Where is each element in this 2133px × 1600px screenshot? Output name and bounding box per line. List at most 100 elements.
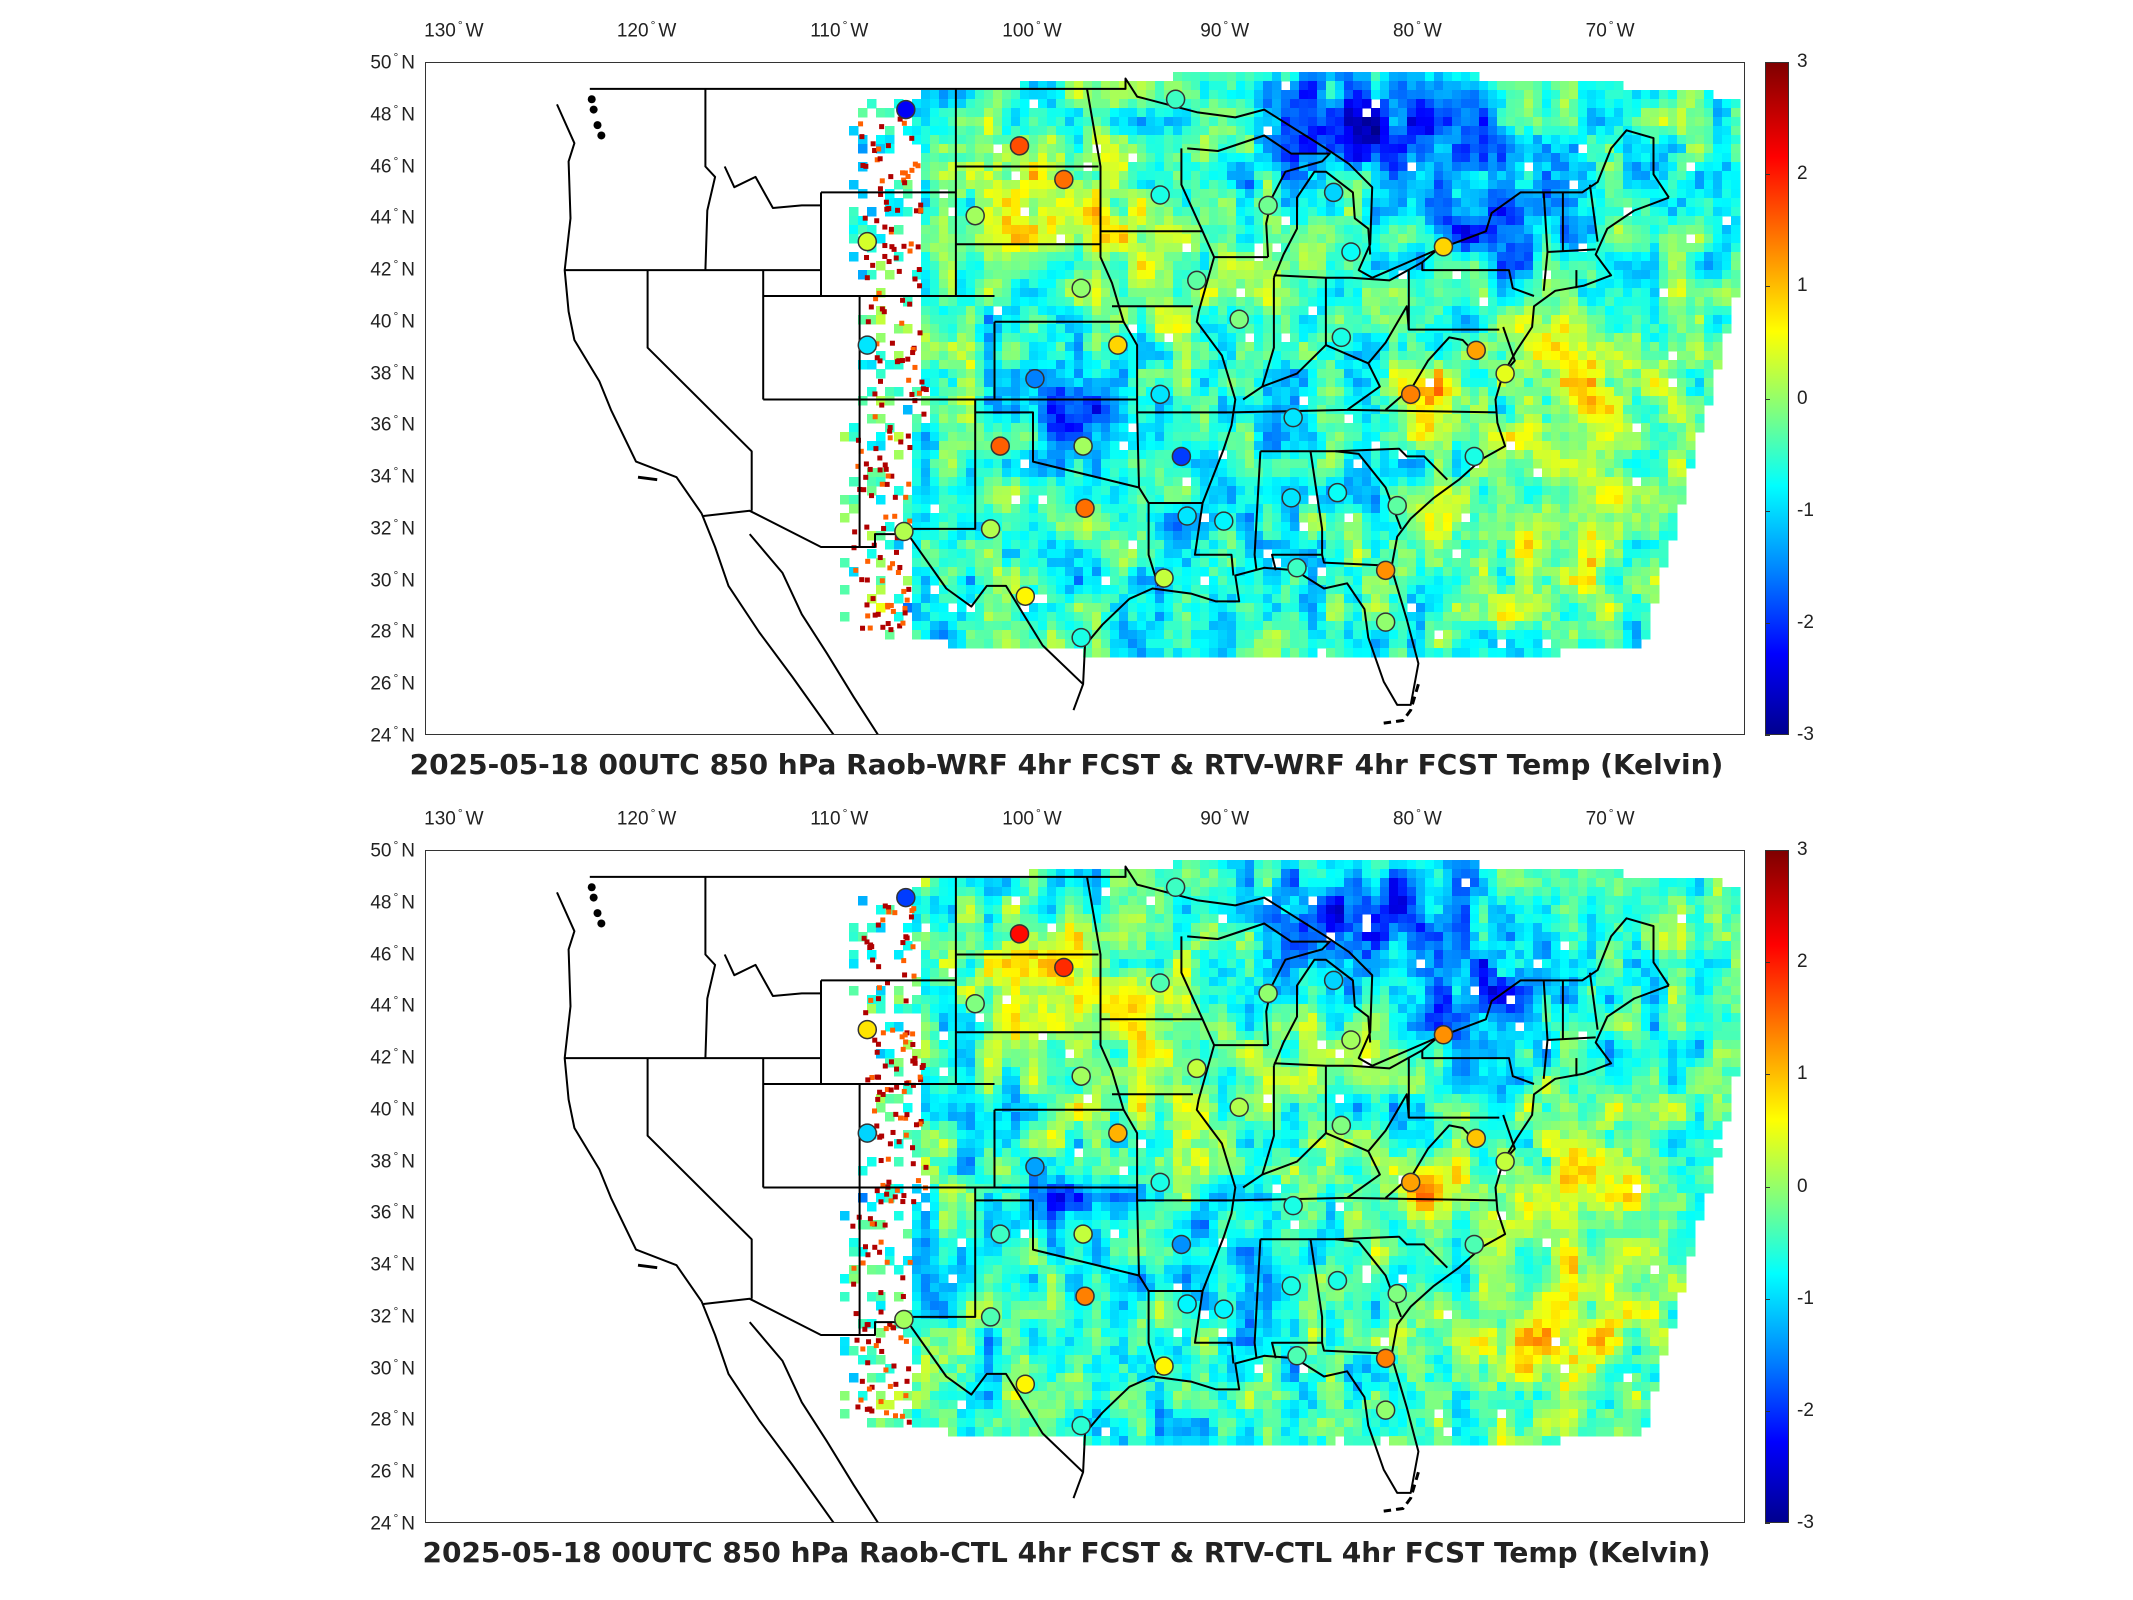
raob-station-marker	[1009, 136, 1030, 156]
raob-station-marker	[1025, 369, 1045, 389]
longitude-tick-label: 80 ° W	[1392, 18, 1442, 42]
raob-station-marker	[1433, 237, 1454, 257]
latitude-tick-label: 50 ° N	[370, 838, 415, 862]
latitude-tick-label: 44 ° N	[370, 993, 415, 1017]
latitude-tick-label: 26 ° N	[370, 671, 415, 695]
longitude-tick-label: 90 ° W	[1200, 18, 1250, 42]
latitude-tick-label: 40 ° N	[370, 308, 415, 333]
raob-station-marker	[980, 1307, 1001, 1327]
colorbar-tick-mark	[1765, 850, 1770, 851]
latitude-tick-label: 32 ° N	[370, 515, 415, 540]
colorbar-tick-label: 3	[1797, 51, 1808, 72]
raob-station-marker	[1108, 1123, 1128, 1143]
state-borders	[556, 865, 1670, 1522]
raob-station-marker	[1327, 482, 1348, 503]
coast-details	[587, 95, 1420, 725]
raob-station-marker	[1150, 973, 1170, 993]
latitude-tick-label: 48 ° N	[370, 101, 415, 126]
raob-station-marker	[1341, 242, 1361, 262]
map-area	[425, 850, 1745, 1523]
colorbar-tick-label: -1	[1797, 499, 1814, 521]
map-svg	[556, 72, 1741, 734]
raob-station-marker	[1108, 335, 1128, 355]
latitude-tick-label: 24 ° N	[370, 723, 415, 747]
latitude-tick-label: 26 ° N	[370, 1459, 415, 1483]
station-markers	[857, 89, 1515, 648]
latitude-tick-label: 28 ° N	[370, 619, 415, 643]
colorbar-tick-mark	[1765, 398, 1770, 400]
colorbar-tick-mark	[1765, 622, 1770, 624]
panel-title: 2025-05-18 00UTC 850 hPa Raob-WRF 4hr FC…	[409, 748, 1724, 781]
longitude-tick-label: 110 ° W	[810, 18, 869, 42]
colorbar-tick-label: -2	[1797, 611, 1814, 633]
raob-station-marker	[1177, 1294, 1197, 1314]
raob-station-marker	[1054, 169, 1074, 190]
raob-station-marker	[1466, 340, 1486, 361]
colorbar-tick-mark	[1765, 1186, 1770, 1188]
raob-station-marker	[1150, 185, 1170, 205]
raob-station-marker	[1283, 1195, 1303, 1216]
raob-station-marker	[1464, 1234, 1485, 1255]
raob-station-marker	[1054, 957, 1074, 978]
longitude-tick-label: 100 ° W	[1002, 18, 1062, 42]
longitude-tick-label: 70 ° W	[1585, 806, 1635, 830]
latitude-tick-label: 32 ° N	[370, 1303, 415, 1328]
raob-station-marker	[1323, 182, 1344, 203]
raob-station-marker	[1073, 436, 1093, 456]
raob-station-marker	[857, 231, 878, 252]
raob-station-marker	[1287, 558, 1307, 578]
raob-station-marker	[1015, 586, 1036, 606]
latitude-tick-label: 34 ° N	[370, 1252, 415, 1276]
raob-station-marker	[857, 335, 878, 355]
raob-station-marker	[1387, 1283, 1407, 1304]
raob-station-marker	[1165, 89, 1186, 109]
raob-station-marker	[1071, 1415, 1091, 1436]
latitude-tick-label: 24 ° N	[370, 1511, 415, 1535]
raob-station-marker	[1073, 1224, 1093, 1244]
latitude-tick-label: 30 ° N	[370, 567, 415, 592]
raob-station-marker	[1150, 1172, 1170, 1193]
raob-station-marker	[965, 205, 985, 226]
colorbar-tick-label: -3	[1797, 724, 1814, 745]
raob-station-marker	[1283, 407, 1303, 428]
raob-station-marker	[1154, 1356, 1174, 1376]
colorbar-tick-mark	[1765, 1410, 1770, 1412]
panel-raob-ctl: 130 ° W 120 ° W 110 ° W 100 ° W 90 ° W 80 ° W 70 ° W 50 ° N 48 °…	[0, 790, 2133, 1580]
raob-station-marker	[894, 521, 914, 542]
raob-station-marker	[1375, 1348, 1396, 1369]
raob-station-marker	[1075, 498, 1095, 518]
raob-station-marker	[1150, 384, 1170, 405]
raob-station-marker	[1177, 506, 1197, 526]
longitude-tick-label: 120 ° W	[616, 18, 677, 42]
raob-station-marker	[980, 519, 1001, 539]
raob-station-marker	[1495, 1151, 1515, 1172]
colorbar-tick-label: 1	[1797, 275, 1808, 297]
raob-station-marker	[894, 1309, 914, 1330]
raob-station-marker	[1400, 1172, 1421, 1193]
raob-station-marker	[1229, 1097, 1249, 1118]
raob-station-marker	[1214, 1299, 1234, 1319]
raob-station-marker	[1015, 1374, 1036, 1394]
raob-station-marker	[1071, 1066, 1091, 1086]
raob-station-marker	[1229, 309, 1249, 330]
latitude-tick-label: 50 ° N	[370, 50, 415, 74]
coast-details	[587, 883, 1420, 1513]
state-borders	[556, 77, 1670, 734]
latitude-tick-label: 38 ° N	[370, 360, 415, 384]
raob-station-marker	[1341, 1030, 1361, 1050]
longitude-tick-label: 80 ° W	[1392, 806, 1442, 830]
longitude-tick-label: 130 ° W	[424, 806, 484, 830]
longitude-tick-label: 120 ° W	[616, 806, 677, 830]
colorbar-tick-label: 2	[1797, 163, 1808, 185]
raob-station-marker	[1071, 627, 1091, 648]
colorbar-tick-label: -2	[1797, 1399, 1814, 1421]
colorbar-tick-mark	[1765, 735, 1770, 736]
raob-station-marker	[1495, 363, 1515, 384]
latitude-tick-label: 46 ° N	[370, 941, 415, 965]
longitude-tick-label: 110 ° W	[810, 806, 869, 830]
temperature-field	[840, 860, 1741, 1446]
raob-station-marker	[990, 436, 1010, 456]
raob-station-marker	[1287, 1346, 1307, 1366]
colorbar-tick-mark	[1765, 510, 1770, 512]
colorbar-tick-label: 0	[1797, 1175, 1808, 1197]
